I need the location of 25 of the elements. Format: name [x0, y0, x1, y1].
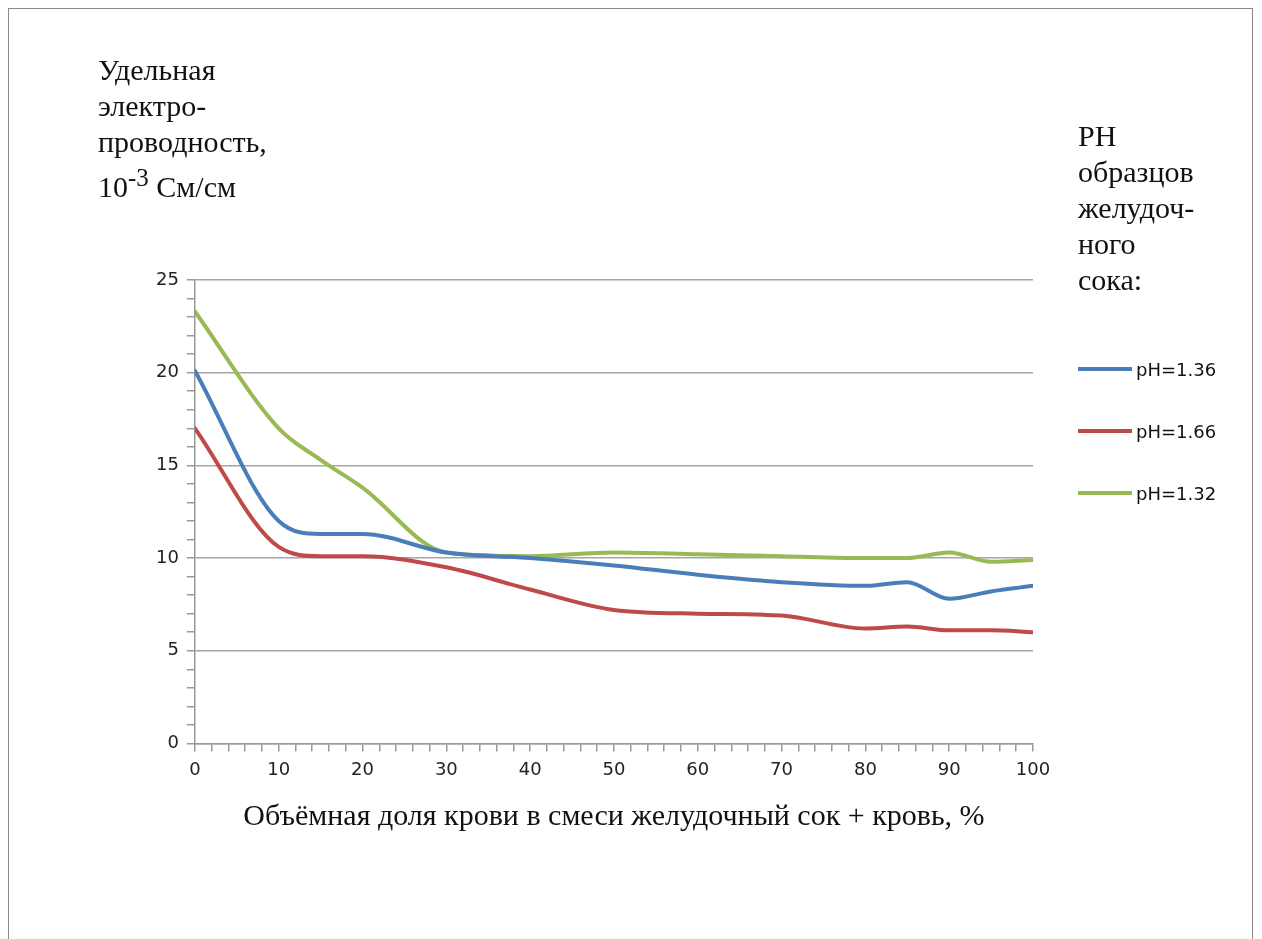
x-tick-label: 30: [434, 757, 458, 779]
legend-label: pH=1.32: [1136, 482, 1217, 504]
x-tick-label: 80: [853, 757, 877, 779]
y-axis-title: Удельная электро- проводность, 10$^{-3}$ См/см: [98, 52, 267, 205]
y-tick-label: 15: [156, 453, 179, 475]
x-tick-label: 40: [518, 757, 542, 779]
legend-title: РН образцов желудоч- ного сока:: [1078, 118, 1196, 298]
x-tick-label: 10: [267, 757, 291, 779]
legend-label: pH=1.36: [1136, 358, 1217, 380]
y-tick-label: 20: [156, 360, 179, 382]
x-tick-label: 70: [770, 757, 794, 779]
y-tick-label: 0: [167, 731, 179, 753]
x-tick-label: 50: [602, 757, 626, 779]
line-series: [194, 368, 1033, 601]
x-axis-title: Объёмная доля крови в смеси желудочный сок + кровь, %: [243, 797, 985, 831]
x-tick-label: 60: [686, 757, 710, 779]
x-tick-label: 0: [189, 757, 201, 779]
x-tick-label: 20: [351, 757, 374, 779]
y-tick-label: 5: [167, 638, 179, 660]
y-tick-label: 10: [156, 545, 179, 567]
line-series: [194, 426, 1033, 635]
y-tick-label: 25: [156, 267, 179, 289]
x-tick-label: 90: [937, 757, 961, 779]
legend-label: pH=1.66: [1136, 420, 1217, 442]
x-tick-label: 100: [1015, 757, 1051, 779]
